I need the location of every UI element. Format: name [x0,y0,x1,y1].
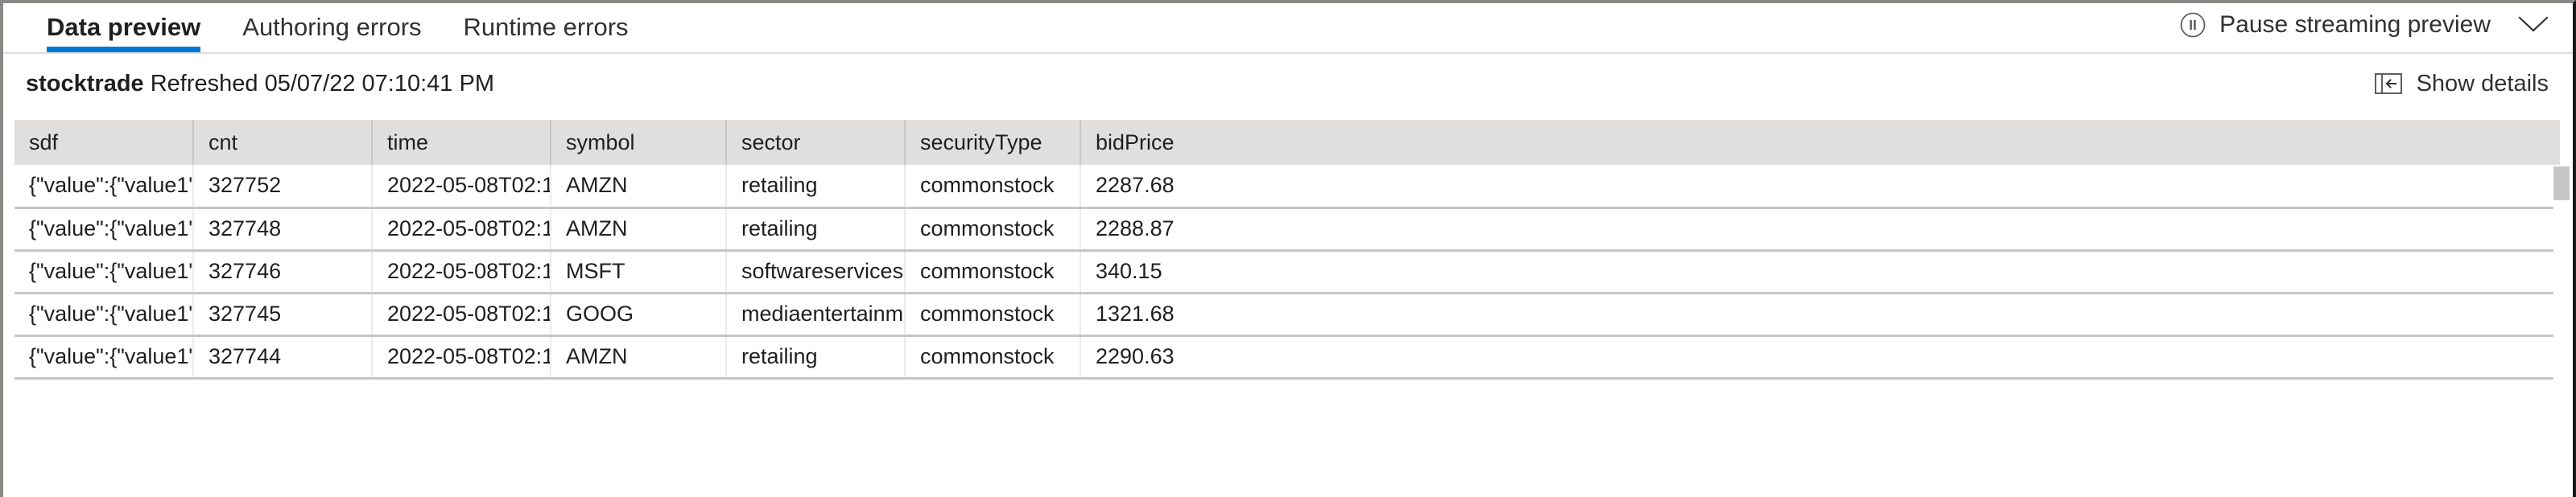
collapse-panel-button[interactable] [2512,7,2555,43]
column-header-sdf[interactable]: sdf [14,120,194,165]
cell-symbol: AMZN [551,207,727,252]
column-header-symbol[interactable]: symbol [551,120,727,165]
pause-streaming-preview-label: Pause streaming preview [2219,11,2491,38]
cell-symbol: AMZN [551,165,727,209]
preview-source-status: stocktrade Refreshed 05/07/22 07:10:41 P… [26,70,494,97]
cell-sector: retailing [726,165,906,209]
table-body: {"value":{"value1":1}} 327752 2022-05-08… [14,165,2560,380]
cell-time: 2022-05-08T02:17:18.105Z [372,293,551,337]
cell-securitytype: commonstock [905,250,1081,294]
cell-sector: mediaentertainment [726,293,906,337]
column-header-securitytype[interactable]: securityType [905,120,1081,165]
table-vertical-scrollbar[interactable] [2553,166,2570,393]
cell-bidprice: 340.15 [1080,250,2560,294]
data-preview-table: sdf cnt time symbol sector securityType … [14,120,2560,380]
cell-sdf: {"value":{"value1":3}} [14,250,194,294]
cell-time: 2022-05-08T02:17:19.111Z [372,207,551,252]
tab-list: Data preview Authoring errors Runtime er… [3,14,650,52]
tab-bar-actions: Pause streaming preview [2169,7,2555,43]
cell-sector: retailing [726,207,906,252]
column-header-time[interactable]: time [372,120,551,165]
cell-cnt: 327752 [193,165,373,209]
cell-cnt: 327748 [193,207,373,252]
cell-securitytype: commonstock [905,335,1081,380]
preview-info-row: stocktrade Refreshed 05/07/22 07:10:41 P… [3,54,2573,113]
cell-time: 2022-05-08T02:17:18.105Z [372,250,551,294]
table-header-row: sdf cnt time symbol sector securityType … [14,120,2560,165]
table-vertical-scrollbar-thumb[interactable] [2553,166,2570,200]
tab-runtime-errors[interactable]: Runtime errors [443,14,650,52]
cell-bidprice: 1321.68 [1080,293,2560,337]
table-row[interactable]: {"value":{"value1":1}} 327752 2022-05-08… [14,165,2560,209]
cell-symbol: MSFT [551,250,727,294]
cell-cnt: 327744 [193,335,373,380]
cell-securitytype: commonstock [905,165,1081,209]
tab-bar: Data preview Authoring errors Runtime er… [3,3,2573,54]
cell-bidprice: 2290.63 [1080,335,2560,380]
cell-sdf: {"value":{"value1":1}} [14,207,194,252]
column-header-sector[interactable]: sector [726,120,906,165]
show-details-button[interactable]: Show details [2368,67,2555,101]
tab-authoring-errors[interactable]: Authoring errors [221,14,442,52]
preview-source-name: stocktrade [26,71,144,97]
cell-bidprice: 2287.68 [1080,165,2560,209]
cell-sector: softwareservices [726,250,906,294]
data-preview-table-wrapper: sdf cnt time symbol sector securityType … [14,120,2570,393]
table-header: sdf cnt time symbol sector securityType … [14,120,2560,165]
show-details-label: Show details [2416,71,2549,97]
pause-circle-icon [2179,11,2207,39]
column-header-cnt[interactable]: cnt [193,120,373,165]
cell-time: 2022-05-08T02:17:18.105Z [372,335,551,380]
cell-sdf: {"value":{"value1":1}} [14,165,194,209]
cell-sdf: {"value":{"value1":1}} [14,335,194,380]
cell-cnt: 327745 [193,293,373,337]
column-header-bidprice[interactable]: bidPrice [1080,120,2560,165]
cell-cnt: 327746 [193,250,373,294]
cell-symbol: AMZN [551,335,727,380]
tab-data-preview[interactable]: Data preview [26,14,221,52]
table-row[interactable]: {"value":{"value1":1}} 327748 2022-05-08… [14,207,2560,252]
table-row[interactable]: {"value":{"value1":3}} 327746 2022-05-08… [14,250,2560,294]
cell-sector: retailing [726,335,906,380]
cell-symbol: GOOG [551,293,727,337]
cell-bidprice: 2288.87 [1080,207,2560,252]
open-pane-icon [2374,73,2402,94]
cell-time: 2022-05-08T02:17:20.118Z [372,165,551,209]
preview-refreshed-timestamp: Refreshed 05/07/22 07:10:41 PM [150,71,494,97]
chevron-down-icon [2517,14,2549,37]
cell-sdf: {"value":{"value1":2}} [14,293,194,337]
table-row[interactable]: {"value":{"value1":2}} 327745 2022-05-08… [14,293,2560,337]
cell-securitytype: commonstock [905,207,1081,252]
pause-streaming-preview-button[interactable]: Pause streaming preview [2169,8,2500,42]
table-row[interactable]: {"value":{"value1":1}} 327744 2022-05-08… [14,335,2560,380]
cell-securitytype: commonstock [905,293,1081,337]
